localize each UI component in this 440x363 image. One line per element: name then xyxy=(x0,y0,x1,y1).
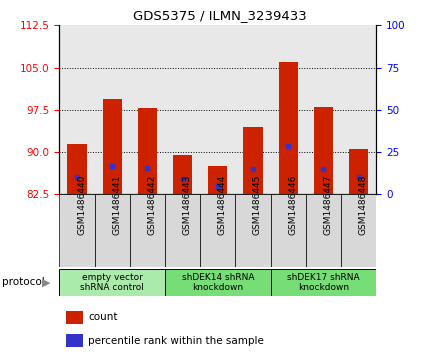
Text: GSM1486447: GSM1486447 xyxy=(323,175,332,235)
Bar xyxy=(67,143,87,194)
Bar xyxy=(200,194,235,267)
Text: shDEK17 shRNA
knockdown: shDEK17 shRNA knockdown xyxy=(287,273,360,292)
Text: GSM1486441: GSM1486441 xyxy=(112,175,121,235)
Bar xyxy=(271,269,376,296)
Text: GSM1486446: GSM1486446 xyxy=(288,175,297,235)
Bar xyxy=(165,269,271,296)
Text: empty vector
shRNA control: empty vector shRNA control xyxy=(80,273,144,292)
Text: GDS5375 / ILMN_3239433: GDS5375 / ILMN_3239433 xyxy=(133,9,307,22)
Bar xyxy=(306,194,341,267)
Text: GSM1486440: GSM1486440 xyxy=(77,175,86,235)
Bar xyxy=(103,98,122,194)
Bar xyxy=(349,149,368,194)
Text: ▶: ▶ xyxy=(42,277,51,287)
Bar xyxy=(341,194,376,267)
Text: percentile rank within the sample: percentile rank within the sample xyxy=(88,336,264,346)
Text: count: count xyxy=(88,312,117,322)
Bar xyxy=(59,194,95,267)
Bar xyxy=(243,127,263,194)
Bar xyxy=(314,107,333,194)
Bar xyxy=(66,311,83,324)
Text: protocol: protocol xyxy=(2,277,45,287)
Text: GSM1486448: GSM1486448 xyxy=(359,175,367,235)
Bar xyxy=(138,108,157,194)
Bar xyxy=(279,62,298,194)
Text: GSM1486443: GSM1486443 xyxy=(183,175,191,235)
Bar xyxy=(95,194,130,267)
Bar xyxy=(173,155,192,194)
Bar xyxy=(271,194,306,267)
Text: GSM1486444: GSM1486444 xyxy=(218,175,227,235)
Text: shDEK14 shRNA
knockdown: shDEK14 shRNA knockdown xyxy=(182,273,254,292)
Bar xyxy=(59,269,165,296)
Text: GSM1486445: GSM1486445 xyxy=(253,175,262,235)
Bar xyxy=(130,194,165,267)
Text: GSM1486442: GSM1486442 xyxy=(147,175,156,235)
Bar xyxy=(208,166,227,194)
Bar xyxy=(165,194,200,267)
Bar xyxy=(235,194,271,267)
Bar xyxy=(66,334,83,347)
